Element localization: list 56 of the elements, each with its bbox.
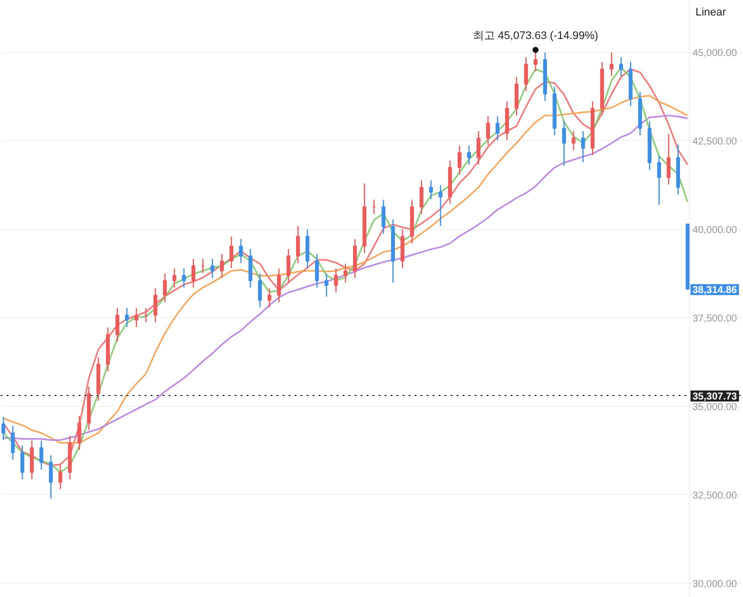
candlestick — [429, 180, 433, 200]
candlestick — [39, 440, 44, 470]
candlestick — [610, 52, 614, 77]
candlestick — [496, 116, 500, 141]
candlestick — [438, 184, 442, 227]
candlestick — [48, 454, 53, 500]
candlestick — [572, 130, 576, 151]
candlestick — [230, 236, 234, 269]
candlestick — [458, 144, 462, 176]
candlestick — [268, 288, 272, 308]
candlestick — [524, 56, 528, 92]
candlestick — [277, 268, 281, 303]
candlestick — [619, 56, 623, 77]
candlestick — [258, 272, 262, 308]
candlestick — [344, 263, 348, 284]
candlestick — [77, 415, 82, 451]
candlestick — [210, 258, 214, 279]
y-tick-label: 37,500.00 — [692, 313, 738, 324]
candlestick — [20, 444, 24, 480]
candlestick — [334, 268, 338, 294]
candlestick — [10, 425, 15, 460]
y-tick-label: 32,500.00 — [692, 490, 738, 502]
y-tick-label: 35,000.00 — [692, 402, 738, 413]
candlestick — [124, 307, 129, 328]
candlestick — [476, 130, 480, 166]
candlestick — [115, 307, 120, 342]
candlestick — [315, 253, 319, 288]
y-tick-label: 30,000.00 — [692, 578, 738, 590]
candlestick — [296, 225, 300, 264]
y-tick-label: 42,500.00 — [692, 136, 738, 148]
candlestick — [191, 258, 196, 288]
candlestick — [58, 464, 62, 490]
text: 38,314.86 — [692, 285, 738, 296]
candlestick — [467, 144, 471, 166]
candlestick — [182, 268, 186, 288]
candlestick — [666, 133, 671, 186]
candlestick — [382, 199, 386, 234]
y-tick-label: 40,000.00 — [692, 224, 738, 236]
candlestick — [657, 154, 662, 206]
candlestick — [220, 253, 224, 279]
candlestick — [172, 268, 176, 288]
candlestick — [420, 180, 424, 214]
candlestick — [486, 116, 490, 146]
candlestick — [286, 248, 290, 284]
candlestick — [153, 288, 158, 323]
candlestick — [134, 307, 138, 328]
y-tick-label: 45,000.00 — [692, 48, 738, 60]
annotation: 최고 45,073.63 (-14.99%) — [472, 30, 598, 42]
candlestick — [562, 120, 566, 166]
ref-line-label: 35,307.73 — [692, 392, 738, 403]
text: Linear — [696, 6, 726, 18]
candlestick — [581, 130, 585, 163]
candlestick — [239, 238, 243, 264]
candlestick — [162, 272, 167, 303]
candlestick — [324, 272, 328, 298]
candlestick — [1, 416, 6, 441]
